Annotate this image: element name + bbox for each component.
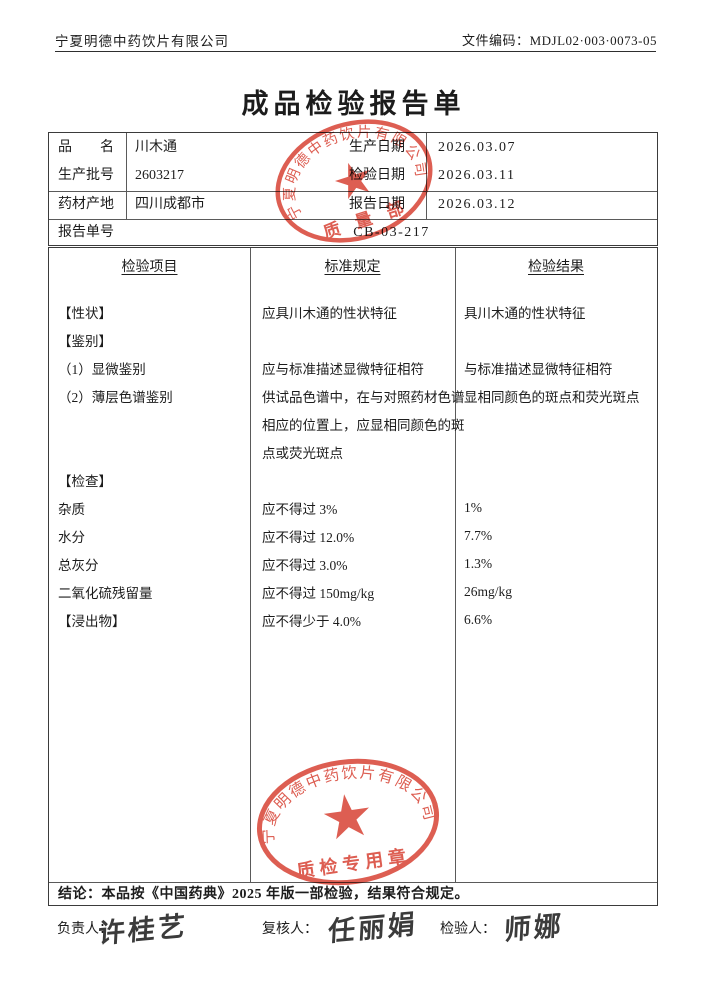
report-date-value: 2026.03.12 [438, 197, 516, 212]
result-cell: 1.3% [464, 556, 493, 571]
main-vline-2 [455, 248, 456, 882]
report-no-label: 报告单号 [58, 225, 114, 240]
origin-label: 药材产地 [58, 197, 114, 212]
result-cell: 7.7% [464, 528, 493, 543]
reviewer-label: 复核人： [262, 922, 318, 937]
table-row: 相应的位置上，应显相同颜色的斑 [49, 410, 657, 438]
table-row: 水分 应不得过 12.0% 7.7% [49, 522, 657, 550]
result-cell: 1% [464, 500, 482, 515]
inspection-table: 检验项目 标准规定 检验结果 【性状】 应具川木通的性状特征 具川木通的性状特征… [48, 247, 658, 906]
stamp-seal-text: 质检专用章 [295, 845, 412, 882]
origin-value: 四川成都市 [135, 197, 205, 212]
star-icon [323, 794, 370, 840]
table-row: 点或荧光斑点 [49, 438, 657, 466]
batch-no-value: 2603217 [135, 168, 184, 183]
table-row: 杂质 应不得过 3% 1% [49, 494, 657, 522]
qc-seal-stamp: 宁夏明德中药饮片有限公司 质检专用章 [243, 742, 453, 907]
test-date-label: 检验日期 [349, 168, 405, 183]
responsible-signature: 许桂艺 [97, 910, 189, 950]
standard-cell: 点或荧光斑点 [262, 446, 343, 461]
doc-code: 文件编码：MDJL02·003·0073-05 [462, 30, 657, 49]
conclusion-row: 结论：本品按《中国药典》2025 年版一部检验，结果符合规定。 [58, 887, 469, 902]
result-cell: 26mg/kg [464, 584, 513, 599]
production-date-value: 2026.03.07 [438, 140, 516, 155]
stamp-ring [256, 758, 440, 886]
stamp-ring [275, 119, 433, 243]
standard-cell: 相应的位置上，应显相同颜色的斑 [262, 418, 465, 433]
table-row: 总灰分 应不得过 3.0% 1.3% [49, 550, 657, 578]
reviewer-signature: 任丽娟 [327, 908, 419, 948]
item-cell: 杂质 [58, 502, 85, 517]
table-row: 【检查】 [49, 466, 657, 494]
table-row: 二氧化硫残留量 应不得过 150mg/kg 26mg/kg [49, 578, 657, 606]
page-title: 成品检验报告单 [241, 89, 466, 119]
item-cell: 水分 [58, 530, 85, 545]
col-header-result: 检验结果 [528, 260, 584, 275]
standard-cell: 应不得过 3.0% [262, 558, 348, 573]
standard-cell: 应不得过 150mg/kg [262, 586, 375, 601]
standard-cell: 供试品色谱中，在与对照药材色谱 [262, 390, 465, 405]
test-date-value: 2026.03.11 [438, 168, 516, 183]
item-cell: 【检查】 [58, 474, 112, 489]
header-divider [55, 51, 656, 52]
standard-cell: 应不得过 3% [262, 502, 338, 517]
col-header-item: 检验项目 [121, 260, 178, 275]
table-row: 【性状】 应具川木通的性状特征 具川木通的性状特征 [49, 298, 657, 326]
item-cell: 【鉴别】 [58, 334, 112, 349]
info-hline-2 [49, 219, 657, 220]
main-vline-1 [250, 248, 251, 882]
production-date-label: 生产日期 [349, 140, 405, 155]
result-cell: 具川木通的性状特征 [464, 306, 586, 321]
table-row: 【鉴别】 [49, 326, 657, 354]
result-cell: 显相同颜色的斑点和荧光斑点 [464, 390, 640, 405]
info-vline-1 [126, 133, 127, 219]
star-icon [335, 162, 370, 200]
company-name: 宁夏明德中药饮片有限公司 [55, 34, 229, 49]
inspector-signature: 师娜 [503, 910, 565, 946]
standard-cell: 应不得过 12.0% [262, 530, 355, 545]
col-header-standard: 标准规定 [324, 260, 381, 275]
standard-cell: 应不得少于 4.0% [262, 614, 361, 629]
item-cell: 【浸出物】 [58, 614, 126, 629]
item-cell: 总灰分 [58, 558, 99, 573]
item-cell: 二氧化硫残留量 [58, 586, 153, 601]
info-vline-2 [426, 133, 427, 219]
item-cell: （1）显微鉴别 [58, 362, 146, 377]
batch-no-label: 生产批号 [58, 168, 114, 183]
product-name-value: 川木通 [135, 140, 177, 155]
standard-cell: 应具川木通的性状特征 [262, 306, 397, 321]
item-cell: 【性状】 [58, 306, 112, 321]
responsible-label: 负责人： [57, 922, 113, 937]
quality-dept-stamp: 宁夏明德中药饮片有限公司 质 量 部 [254, 105, 454, 261]
report-date-label: 报告日期 [349, 197, 405, 212]
product-name-label: 品 名 [58, 140, 114, 155]
inspector-label: 检验人： [440, 922, 496, 937]
item-cell: （2）薄层色谱鉴别 [58, 390, 173, 405]
result-cell: 6.6% [464, 612, 493, 627]
standard-cell: 应与标准描述显微特征相符 [262, 362, 424, 377]
doc-code-label: 文件编码： [462, 33, 530, 48]
table-row: （2）薄层色谱鉴别 供试品色谱中，在与对照药材色谱 显相同颜色的斑点和荧光斑点 [49, 382, 657, 410]
result-cell: 与标准描述显微特征相符 [464, 362, 613, 377]
table-row: 【浸出物】 应不得少于 4.0% 6.6% [49, 606, 657, 634]
table-row: （1）显微鉴别 应与标准描述显微特征相符 与标准描述显微特征相符 [49, 354, 657, 382]
doc-code-value: MDJL02·003·0073-05 [529, 33, 657, 48]
